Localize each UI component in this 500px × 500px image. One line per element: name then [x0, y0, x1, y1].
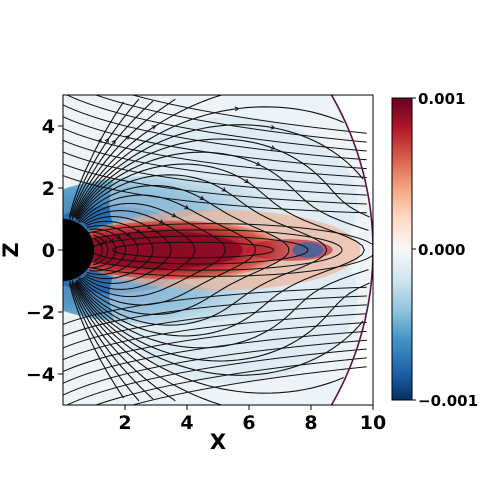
streamlines: [63, 95, 373, 405]
streamline-arrow: [151, 125, 157, 130]
streamline-arrow: [104, 138, 109, 143]
streamline-arrow: [234, 106, 240, 112]
open-streamline-s-4: [63, 322, 367, 372]
streamline-1: [93, 234, 109, 266]
streamline-12: [76, 163, 365, 337]
open-streamline-s-0: [63, 286, 367, 325]
open-streamline-n-4: [63, 128, 367, 178]
x-tick-label: 8: [304, 412, 317, 434]
open-streamline-s-9: [130, 366, 367, 405]
y-axis-title: Z: [0, 242, 23, 257]
closed-loop-0: [112, 241, 275, 259]
open-streamline-n-6: [63, 104, 367, 161]
open-streamline-n-0: [63, 175, 367, 214]
x-tick-label: 2: [118, 412, 131, 434]
streamline-0: [94, 238, 103, 262]
x-tick-label: 10: [360, 412, 386, 434]
y-tick-label: 2: [42, 178, 55, 200]
streamline-arrow: [159, 219, 165, 224]
y-tick-label: −2: [26, 302, 55, 324]
open-streamline-s-7: [65, 348, 367, 405]
streamline-20: [69, 98, 140, 402]
y-tick-label: 0: [42, 240, 55, 262]
open-streamline-s-6: [63, 339, 367, 396]
boundary-arc: [330, 95, 373, 405]
open-streamline-s-3: [63, 313, 367, 361]
outside-domain-mask: [331, 95, 373, 405]
y-tick-label: 4: [42, 116, 55, 138]
planet: [63, 219, 94, 281]
streamline-7: [83, 210, 196, 290]
open-streamline-n-5: [63, 116, 367, 170]
streamline-2: [91, 231, 117, 269]
open-streamline-n-9: [130, 95, 367, 134]
streamline-arrow: [116, 235, 122, 240]
colorbar: 0.001 0.000 −0.001: [391, 90, 478, 410]
open-streamline-n-1: [63, 163, 367, 205]
open-streamline-n-7: [65, 95, 367, 152]
streamline-arrow: [102, 239, 107, 245]
x-tick-label: 6: [242, 412, 255, 434]
streamline-arrow: [221, 187, 227, 192]
planet-disk: [63, 219, 94, 281]
colorbar-min-label: −0.001: [418, 392, 478, 410]
streamline-arrow: [124, 135, 130, 140]
streamline-17: [71, 95, 222, 405]
open-streamline-n-8: [94, 95, 367, 143]
y-tick-label: −4: [26, 364, 55, 386]
x-axis-title: X: [210, 430, 226, 454]
streamline-arrow: [244, 178, 250, 184]
streamline-9: [78, 194, 257, 306]
streamline-arrow: [111, 139, 117, 145]
plot-area: [63, 95, 373, 405]
x-tick-label: 4: [180, 412, 193, 434]
streamline-11: [77, 174, 328, 326]
streamline-arrow: [171, 213, 177, 218]
streamline-8: [81, 202, 226, 298]
colorbar-gradient: [391, 97, 413, 401]
streamline-arrow: [184, 205, 190, 210]
streamline-4: [86, 224, 139, 276]
streamline-18: [71, 98, 176, 402]
open-streamline-s-8: [94, 357, 367, 405]
colorbar-mid-label: 0.000: [418, 241, 465, 259]
y-axis-ticks: 4 2 0 −2 −4: [26, 116, 63, 386]
streamline-arrow: [199, 195, 205, 201]
streamline-6: [84, 216, 172, 284]
x-axis-ticks: 2 4 6 8 10: [118, 405, 386, 434]
streamline-arrow: [270, 145, 276, 150]
open-streamline-s-2: [63, 304, 367, 349]
closed-loop-3: [63, 223, 373, 277]
streamline-21: [68, 101, 125, 399]
streamline-arrow: [270, 124, 276, 130]
streamline-arrow: [108, 238, 114, 244]
streamline-16: [74, 106, 344, 394]
open-streamline-n-2: [63, 151, 367, 196]
streamline-13: [75, 151, 369, 349]
streamline-arrow: [255, 161, 261, 166]
streamline-14: [75, 138, 370, 362]
streamline-5: [85, 220, 154, 280]
open-streamline-n-3: [63, 139, 367, 187]
domain-boundary: [330, 95, 373, 405]
open-streamline-s-1: [63, 295, 367, 337]
streamline-arrow: [146, 224, 152, 229]
colorbar-max-label: 0.001: [418, 90, 465, 108]
streamline-3: [89, 228, 127, 272]
open-streamline-s-5: [63, 330, 367, 384]
streamline-10: [77, 185, 290, 315]
